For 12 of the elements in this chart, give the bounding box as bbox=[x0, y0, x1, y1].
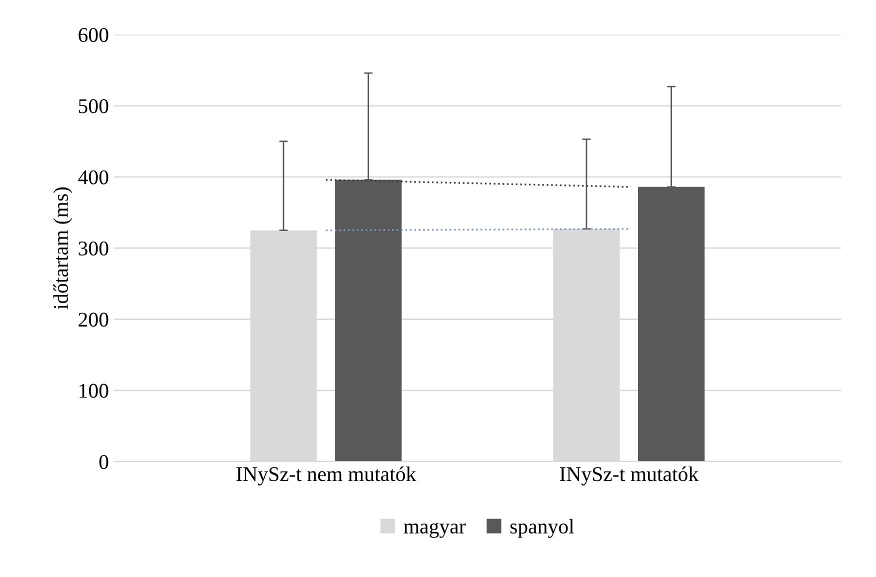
y-axis-title: időtartam (ms) bbox=[53, 187, 72, 310]
x-tick-label: INySz-t nem mutatók bbox=[236, 466, 416, 486]
legend-label: magyar bbox=[404, 522, 466, 538]
y-tick-label: 0 bbox=[99, 454, 108, 470]
y-tick-label: 300 bbox=[78, 241, 108, 256]
y-tick-label: 100 bbox=[80, 384, 108, 398]
y-tick-label: 200 bbox=[78, 312, 108, 327]
legend-label: spanyol bbox=[510, 518, 574, 538]
y-tick-label: 400 bbox=[78, 170, 108, 184]
y-tick-label: 600 bbox=[78, 28, 108, 42]
x-tick-label: INySz-t mutatók bbox=[560, 466, 699, 486]
y-tick-label: 500 bbox=[78, 99, 108, 114]
